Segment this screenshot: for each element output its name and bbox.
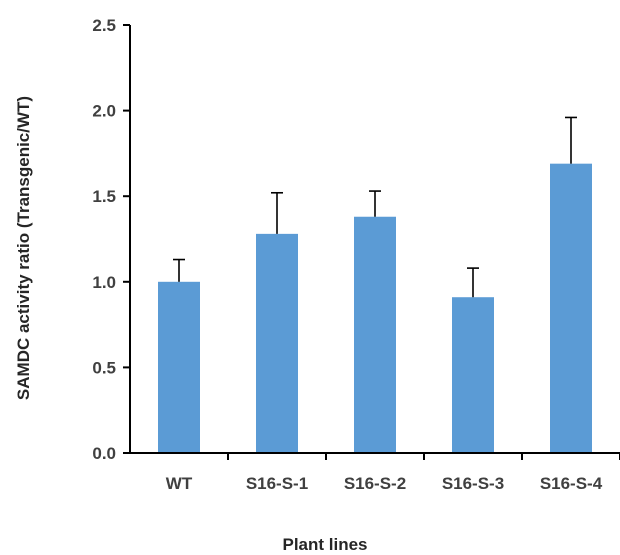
x-tick-label: S16-S-3 (442, 474, 504, 493)
x-tick-label: S16-S-1 (246, 474, 308, 493)
x-axis-title: Plant lines (282, 535, 367, 554)
y-tick-label: 1.0 (92, 273, 116, 292)
x-axis-labels: WT S16-S-1 S16-S-2 S16-S-3 S16-S-4 (166, 474, 603, 493)
error-bars (173, 116, 577, 298)
y-tick-label: 0.5 (92, 358, 116, 377)
y-tick-label: 2.0 (92, 102, 116, 121)
x-axis-ticks (227, 453, 620, 460)
bar (550, 163, 592, 453)
y-axis-ticks: 0.0 0.5 1.0 1.5 2.0 2.5 (92, 16, 130, 463)
x-tick-label: WT (166, 474, 193, 493)
x-tick-label: S16-S-4 (540, 474, 603, 493)
bar (354, 216, 396, 453)
y-tick-label: 0.0 (92, 444, 116, 463)
bar (452, 297, 494, 453)
y-tick-label: 1.5 (92, 187, 116, 206)
bar (158, 281, 200, 453)
y-tick-label: 2.5 (92, 16, 116, 35)
bar (256, 233, 298, 453)
y-axis-title: SAMDC activity ratio (Transgenic/WT) (14, 96, 33, 400)
bars (158, 163, 592, 453)
x-tick-label: S16-S-2 (344, 474, 406, 493)
